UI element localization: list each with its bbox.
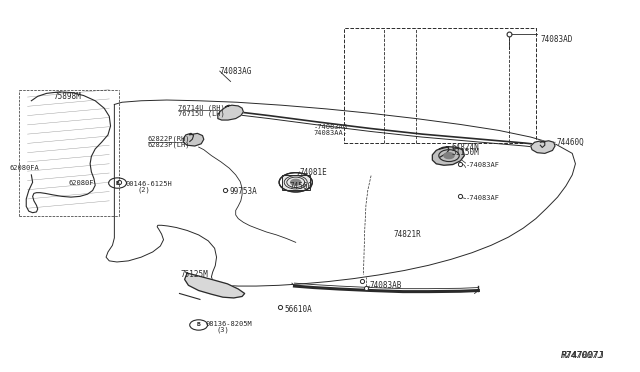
Text: 74081E: 74081E (300, 168, 327, 177)
Text: R747007J: R747007J (561, 351, 604, 360)
Text: B: B (116, 180, 120, 186)
Text: 76715U (LH): 76715U (LH) (178, 110, 225, 116)
Text: 74083AD: 74083AD (540, 35, 573, 44)
Text: 62080F: 62080F (68, 180, 94, 186)
Polygon shape (183, 134, 204, 146)
Text: 62822P(RH): 62822P(RH) (148, 135, 190, 142)
Circle shape (291, 179, 301, 185)
Bar (344, 29, 536, 143)
Text: 75898M: 75898M (53, 92, 81, 101)
Text: 51150M: 51150M (452, 148, 479, 157)
Text: 64824N: 64824N (452, 142, 479, 151)
Text: -74083AF: -74083AF (466, 161, 500, 167)
Text: 99753A: 99753A (229, 187, 257, 196)
Text: -74083AG: -74083AG (314, 125, 348, 131)
Text: 74460Q: 74460Q (556, 138, 584, 147)
Text: 00146-6125H: 00146-6125H (126, 181, 173, 187)
Circle shape (444, 153, 454, 158)
Text: 74083AG: 74083AG (220, 67, 252, 76)
Bar (282, 175, 310, 190)
Text: 74821R: 74821R (394, 230, 421, 240)
Text: 74560: 74560 (290, 182, 313, 191)
Text: 74083AA-: 74083AA- (314, 130, 348, 137)
Text: 08136-8205M: 08136-8205M (205, 321, 252, 327)
Text: 74083AB: 74083AB (370, 281, 402, 290)
Text: -74083AF: -74083AF (466, 195, 500, 201)
Polygon shape (218, 105, 243, 120)
Polygon shape (184, 273, 244, 298)
Polygon shape (433, 147, 465, 165)
Text: (3): (3) (216, 327, 229, 333)
Text: 62823P(LH): 62823P(LH) (148, 141, 190, 148)
Polygon shape (531, 141, 555, 153)
Text: R747007J: R747007J (561, 351, 604, 360)
Text: 76714U (RH): 76714U (RH) (178, 104, 225, 111)
Text: 62080FA: 62080FA (10, 165, 40, 171)
Text: 56610A: 56610A (285, 305, 312, 314)
Text: B: B (196, 323, 200, 327)
Text: (2): (2) (138, 186, 150, 193)
Text: 75125M: 75125M (180, 270, 209, 279)
